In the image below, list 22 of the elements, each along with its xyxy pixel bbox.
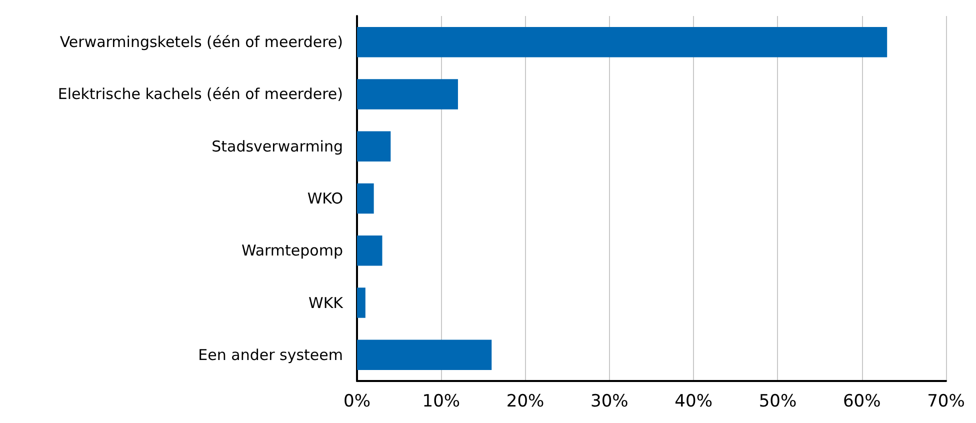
y-tick-label: Elektrische kachels (één of meerdere) — [58, 85, 343, 104]
y-tick-label: Verwarmingsketels (één of meerdere) — [60, 33, 343, 52]
y-tick-label: WKO — [307, 190, 343, 208]
x-tick-label: 40% — [674, 392, 712, 412]
x-tick-label: 20% — [506, 392, 544, 412]
y-tick-label: WKK — [308, 294, 344, 312]
bar — [357, 131, 391, 162]
y-tick-label: Warmtepomp — [241, 242, 343, 260]
bar — [357, 288, 366, 318]
x-tick-label: 10% — [422, 392, 460, 412]
x-tick-label: 0% — [344, 392, 370, 412]
y-tick-label: Een ander systeem — [198, 346, 343, 364]
x-tick-label: 30% — [590, 392, 628, 412]
x-tick-label: 50% — [758, 392, 797, 412]
x-tick-label: 70% — [927, 392, 965, 412]
y-tick-label: Stadsverwarming — [212, 137, 343, 156]
bar — [357, 183, 374, 214]
bar — [357, 340, 492, 370]
bar — [357, 236, 382, 266]
bar — [357, 79, 458, 110]
x-tick-label: 60% — [842, 392, 881, 412]
bar — [357, 26, 888, 58]
